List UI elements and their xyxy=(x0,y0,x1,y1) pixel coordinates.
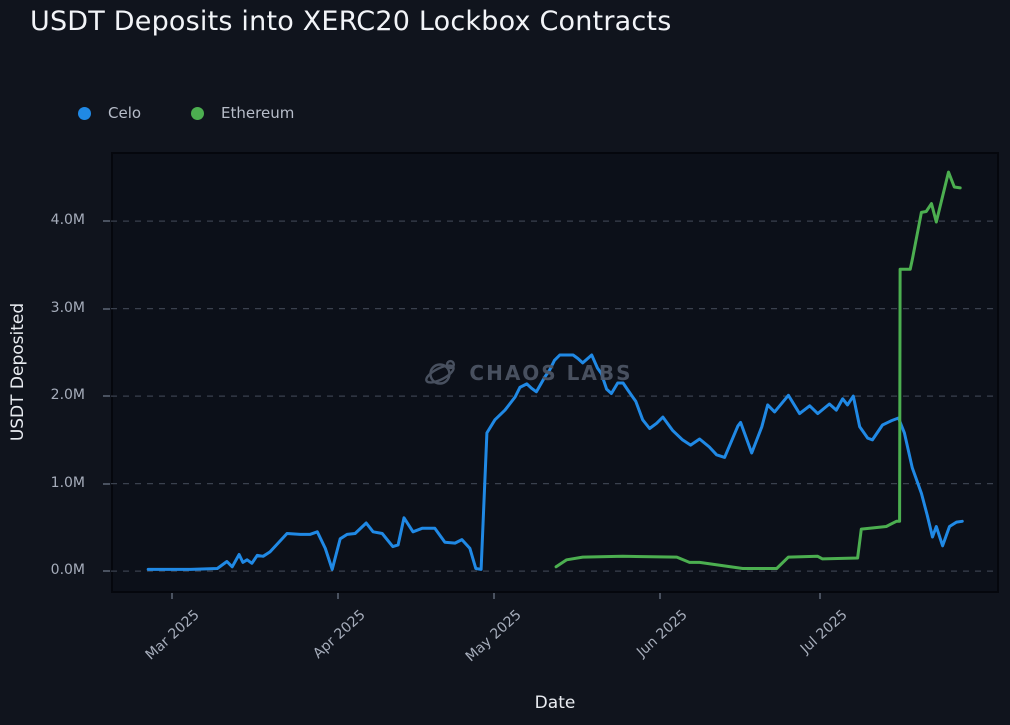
x-tick-mark xyxy=(171,593,174,599)
legend-label: Celo xyxy=(108,104,142,122)
plot-area[interactable]: CHAOS LABS xyxy=(111,152,999,593)
x-tick-label: May 2025 xyxy=(462,607,525,666)
x-tick-mark xyxy=(658,593,661,599)
y-tick-label: 1.0M xyxy=(50,474,85,491)
y-tick-mark xyxy=(103,482,110,485)
x-tick-label: Apr 2025 xyxy=(310,607,369,662)
x-tick-mark xyxy=(818,593,821,599)
y-tick-mark xyxy=(103,395,110,398)
y-tick-mark xyxy=(103,307,110,310)
series-line-celo xyxy=(146,353,964,571)
y-tick-mark xyxy=(103,570,110,573)
x-tick-mark xyxy=(492,593,495,599)
legend-item-ethereum[interactable]: Ethereum xyxy=(191,104,294,122)
y-axis-label: USDT Deposited xyxy=(8,302,28,442)
chart-title: USDT Deposits into XERC20 Lockbox Contra… xyxy=(30,6,672,37)
y-tick-label: 0.0M xyxy=(50,562,85,579)
x-tick-mark xyxy=(337,593,340,599)
legend-label: Ethereum xyxy=(221,104,295,122)
y-tick-label: 4.0M xyxy=(50,212,85,229)
x-tick-label: Mar 2025 xyxy=(142,607,203,664)
legend-dot-icon xyxy=(191,106,205,120)
series-line-ethereum xyxy=(554,170,962,570)
x-axis-label: Date xyxy=(534,693,576,713)
y-tick-label: 3.0M xyxy=(50,299,85,316)
y-tick-mark xyxy=(103,220,110,223)
y-tick-label: 2.0M xyxy=(50,387,85,404)
line-chart-canvas xyxy=(111,170,999,572)
legend-item-celo[interactable]: Celo xyxy=(78,104,141,122)
x-tick-label: Jun 2025 xyxy=(633,607,691,661)
legend-dot-icon xyxy=(78,106,91,120)
legend: Celo Ethereum xyxy=(78,102,294,124)
x-tick-label: Jul 2025 xyxy=(797,607,851,658)
